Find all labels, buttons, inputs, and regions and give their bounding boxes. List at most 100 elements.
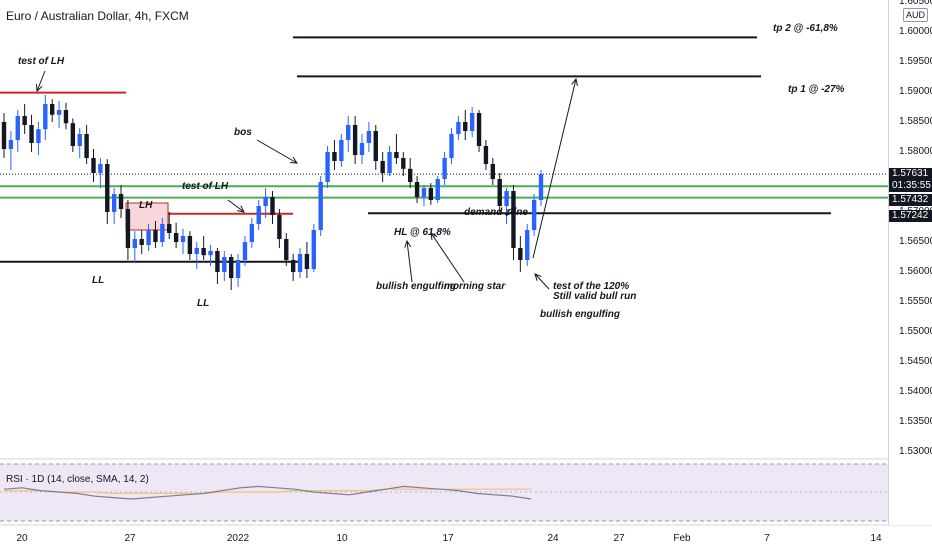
candle [290, 254, 296, 281]
candle-body [346, 125, 351, 140]
arrow-head [237, 205, 245, 213]
candle [511, 185, 516, 260]
annotation-label: LH [139, 200, 153, 211]
candle [146, 224, 151, 251]
candle-body [187, 236, 193, 254]
candle-body [63, 110, 69, 124]
candle [215, 248, 220, 284]
candle [270, 191, 275, 224]
bar-countdown: 01:35:55 [892, 180, 931, 191]
price-axis[interactable]: 1.600001.595001.590001.585001.580001.575… [888, 0, 932, 525]
candle [56, 101, 62, 128]
candle [8, 131, 14, 170]
candle-body [242, 242, 248, 260]
candle [497, 173, 502, 212]
candle [70, 118, 76, 152]
candle-body [105, 164, 110, 212]
candle-body [167, 224, 172, 233]
annotation-label: morning star [444, 281, 506, 292]
candle-body [394, 152, 399, 158]
candle [346, 116, 351, 152]
candle-body [456, 122, 461, 134]
candle [36, 122, 41, 155]
candle [77, 128, 82, 158]
candle [456, 116, 461, 140]
candle [277, 209, 282, 248]
candle [469, 107, 475, 137]
candle-body [476, 113, 482, 146]
y-tick-label: 1.54000 [899, 386, 932, 397]
candle [242, 236, 248, 266]
candle-body [463, 122, 468, 131]
candle [208, 245, 213, 266]
candle [29, 114, 34, 152]
candle-body [208, 251, 213, 256]
annotation-arrow [505, 207, 517, 217]
annotation-arrow [256, 139, 298, 164]
annotation-arrow [36, 70, 46, 92]
x-tick-label: 27 [124, 533, 136, 544]
candle-body [511, 191, 516, 248]
y-tick-label: 1.60000 [899, 26, 932, 37]
candle [284, 233, 289, 266]
candle-body [201, 248, 206, 256]
candle [387, 146, 392, 176]
candle [22, 104, 27, 134]
annotation-label: demand zone [464, 207, 528, 218]
annotation-arrow [227, 199, 245, 213]
candle-body [483, 146, 489, 164]
candle [428, 183, 434, 205]
candle [43, 95, 48, 140]
candle-body [118, 194, 124, 209]
y-tick-label: 1.53000 [899, 446, 932, 457]
candle [125, 200, 131, 260]
candle-body [407, 168, 413, 182]
rsi-background [0, 464, 888, 521]
candle-body [518, 248, 523, 260]
arrow-head [430, 232, 438, 240]
candle [187, 231, 193, 260]
candle [332, 140, 337, 170]
candle [476, 110, 482, 152]
candle-body [8, 140, 14, 149]
candle-body [284, 239, 289, 260]
candle [504, 188, 509, 224]
candle-body [366, 131, 372, 143]
candle-body [249, 224, 255, 242]
x-tick-label: 14 [870, 533, 882, 544]
y-tick-label: 1.58500 [899, 116, 932, 127]
candle-body [160, 224, 165, 242]
candle-body [70, 123, 76, 146]
candle-body [490, 164, 496, 179]
candle-body [421, 188, 427, 197]
candle [194, 242, 199, 269]
candle [538, 170, 544, 206]
candle [201, 236, 206, 260]
y-tick-label: 1.54500 [899, 356, 932, 367]
arrow-head [36, 83, 43, 93]
annotation-arrow [532, 78, 577, 259]
annotation-label: LL [197, 298, 209, 309]
candle [105, 159, 110, 224]
candle [304, 242, 310, 278]
candle-body [235, 260, 241, 278]
current-price: 1.57631 [892, 168, 929, 179]
candle-body [84, 134, 89, 158]
candle [325, 146, 330, 188]
candle [490, 158, 496, 185]
x-tick-label: 27 [613, 533, 625, 544]
annotation-arrow [406, 240, 413, 283]
y-tick-label: 1.58000 [899, 146, 932, 157]
arrow-head [571, 77, 578, 86]
candle-body [77, 134, 82, 146]
x-tick-label: 10 [336, 533, 348, 544]
candle-body [256, 206, 261, 224]
annotation-label: tp 1 @ -27% [788, 84, 845, 95]
rsi-line [3, 485, 532, 500]
candle-body [297, 254, 303, 272]
candle-body [414, 182, 420, 197]
candle-body [538, 174, 544, 200]
annotation-label: LL [92, 275, 104, 286]
